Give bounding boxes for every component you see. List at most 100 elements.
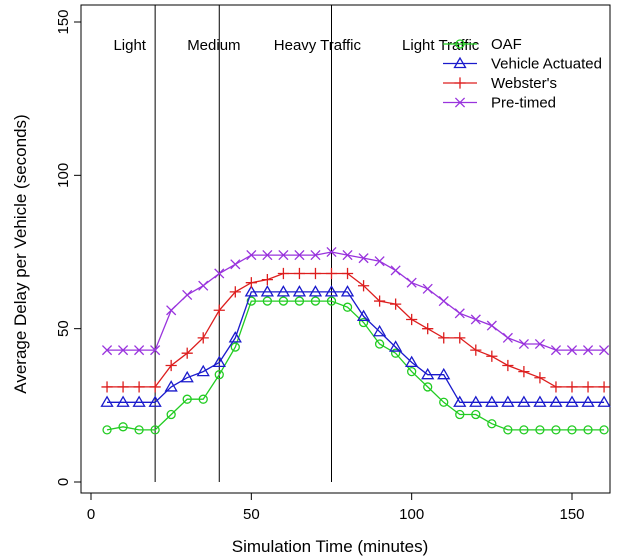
data-point	[485, 395, 499, 407]
y-tick-label: 150	[55, 9, 72, 34]
data-point	[372, 324, 387, 337]
data-point	[310, 296, 321, 306]
data-point	[116, 395, 130, 407]
data-point	[407, 366, 417, 377]
legend-marker	[455, 39, 465, 49]
data-point	[342, 250, 353, 261]
data-point	[534, 338, 545, 350]
data-point	[565, 395, 579, 407]
data-point	[196, 364, 210, 377]
data-point	[150, 425, 160, 435]
data-point	[471, 409, 481, 420]
data-point	[261, 274, 273, 286]
data-point	[134, 345, 145, 356]
data-point	[326, 296, 337, 306]
data-point	[518, 338, 529, 350]
data-point	[566, 345, 578, 356]
series-oaf	[102, 296, 609, 435]
x-tick-label: 100	[399, 506, 424, 523]
data-point	[583, 425, 593, 435]
data-point	[374, 339, 385, 349]
data-point	[133, 381, 145, 393]
data-point	[406, 313, 418, 326]
data-point	[118, 345, 129, 356]
data-point	[117, 381, 129, 393]
data-point	[101, 345, 113, 356]
data-point	[293, 267, 306, 280]
data-point	[181, 347, 193, 359]
data-point	[134, 425, 144, 435]
data-point	[501, 395, 515, 407]
data-point	[422, 323, 434, 335]
data-point	[148, 395, 162, 407]
data-point	[390, 348, 401, 358]
data-point	[294, 296, 305, 306]
data-point	[182, 289, 193, 300]
data-point	[470, 314, 481, 325]
legend-marker	[454, 77, 466, 89]
data-point	[213, 304, 225, 316]
data-point	[118, 422, 128, 432]
data-point	[358, 317, 369, 328]
legend-label: OAF	[491, 36, 522, 53]
data-point	[597, 395, 611, 407]
data-point	[149, 381, 161, 393]
data-point	[101, 381, 113, 393]
x-tick-label: 0	[87, 506, 95, 523]
data-point	[246, 250, 257, 261]
data-point	[374, 256, 385, 267]
data-point	[582, 381, 594, 393]
data-point	[166, 305, 177, 316]
data-point	[502, 359, 514, 372]
data-point	[486, 350, 498, 362]
data-point	[165, 359, 177, 372]
legend-label: Webster's	[491, 75, 557, 92]
data-point	[340, 285, 355, 297]
data-point	[230, 259, 241, 270]
data-point	[262, 250, 273, 261]
data-point	[230, 342, 240, 352]
data-point	[533, 395, 547, 407]
data-point	[535, 425, 545, 435]
data-point	[517, 395, 531, 407]
data-point	[324, 285, 339, 297]
data-point	[342, 302, 353, 312]
data-point	[453, 395, 467, 407]
data-point	[198, 280, 209, 291]
data-point	[566, 381, 578, 393]
series-line	[106, 300, 605, 431]
y-tick-label: 100	[55, 163, 72, 188]
data-point	[277, 267, 289, 280]
data-point	[439, 397, 449, 407]
data-point	[166, 409, 176, 420]
data-point	[100, 395, 114, 407]
data-point	[518, 366, 530, 378]
data-point	[502, 332, 513, 343]
data-point	[197, 332, 209, 344]
x-tick-label: 150	[559, 506, 584, 523]
data-point	[519, 425, 529, 435]
data-point	[567, 425, 577, 435]
data-point	[582, 345, 594, 356]
legend-label: Vehicle Actuated	[491, 56, 602, 73]
data-point	[438, 332, 450, 344]
data-point	[389, 340, 403, 352]
data-point	[132, 395, 146, 407]
data-point	[422, 283, 433, 294]
data-point	[534, 372, 546, 384]
series-line	[107, 272, 605, 388]
data-point	[278, 250, 289, 261]
data-point	[550, 381, 562, 393]
data-point	[244, 285, 258, 297]
data-point	[487, 419, 497, 429]
data-point	[486, 320, 497, 331]
data-point	[357, 280, 370, 292]
data-point	[599, 425, 609, 435]
data-point	[164, 380, 178, 392]
data-point	[325, 267, 338, 280]
data-point	[246, 296, 256, 306]
legend-marker	[454, 97, 466, 108]
data-point	[503, 425, 513, 435]
legend-label: Pre-timed	[491, 95, 556, 112]
data-point	[455, 409, 465, 420]
